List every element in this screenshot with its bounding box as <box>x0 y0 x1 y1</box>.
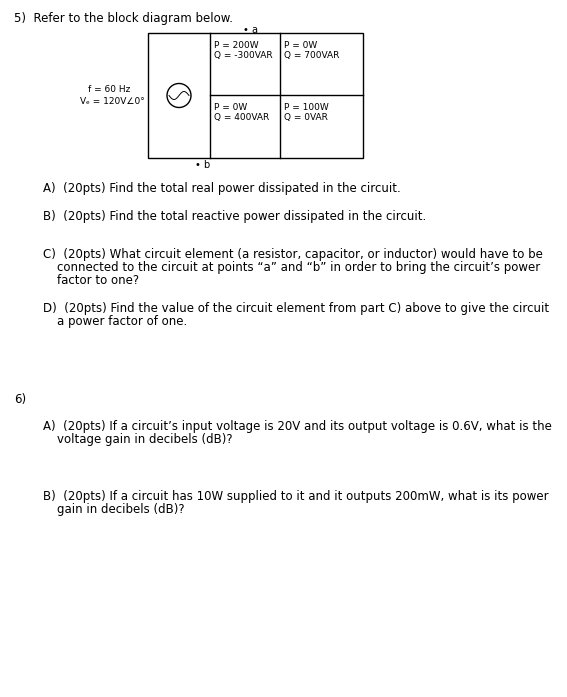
Text: gain in decibels (dB)?: gain in decibels (dB)? <box>57 503 185 516</box>
Text: B)  (20pts) Find the total reactive power dissipated in the circuit.: B) (20pts) Find the total reactive power… <box>43 210 426 223</box>
Text: D)  (20pts) Find the value of the circuit element from part C) above to give the: D) (20pts) Find the value of the circuit… <box>43 302 549 315</box>
Text: Q = 700VAR: Q = 700VAR <box>284 51 340 60</box>
Text: P = 100W: P = 100W <box>284 103 329 112</box>
Text: voltage gain in decibels (dB)?: voltage gain in decibels (dB)? <box>57 433 232 446</box>
Text: C)  (20pts) What circuit element (a resistor, capacitor, or inductor) would have: C) (20pts) What circuit element (a resis… <box>43 248 543 261</box>
Text: Q = -300VAR: Q = -300VAR <box>214 51 273 60</box>
Text: P = 0W: P = 0W <box>214 103 247 112</box>
Text: Q = 0VAR: Q = 0VAR <box>284 113 328 122</box>
Text: P = 0W: P = 0W <box>284 41 318 50</box>
Text: A)  (20pts) Find the total real power dissipated in the circuit.: A) (20pts) Find the total real power dis… <box>43 182 401 195</box>
Text: P = 200W: P = 200W <box>214 41 259 50</box>
Text: B)  (20pts) If a circuit has 10W supplied to it and it outputs 200mW, what is it: B) (20pts) If a circuit has 10W supplied… <box>43 490 549 503</box>
Text: A)  (20pts) If a circuit’s input voltage is 20V and its output voltage is 0.6V, : A) (20pts) If a circuit’s input voltage … <box>43 420 552 433</box>
Text: a power factor of one.: a power factor of one. <box>57 315 187 328</box>
Text: 6): 6) <box>14 393 26 406</box>
Text: • b: • b <box>195 160 210 170</box>
Text: connected to the circuit at points “a” and “b” in order to bring the circuit’s p: connected to the circuit at points “a” a… <box>57 261 540 274</box>
Text: factor to one?: factor to one? <box>57 274 139 287</box>
Bar <box>148 33 363 158</box>
Text: • a: • a <box>243 25 258 35</box>
Text: Q = 400VAR: Q = 400VAR <box>214 113 269 122</box>
Text: 5)  Refer to the block diagram below.: 5) Refer to the block diagram below. <box>14 12 233 25</box>
Text: f = 60 Hz: f = 60 Hz <box>88 86 130 95</box>
Text: Vₑ = 120V∠0°: Vₑ = 120V∠0° <box>80 98 145 107</box>
